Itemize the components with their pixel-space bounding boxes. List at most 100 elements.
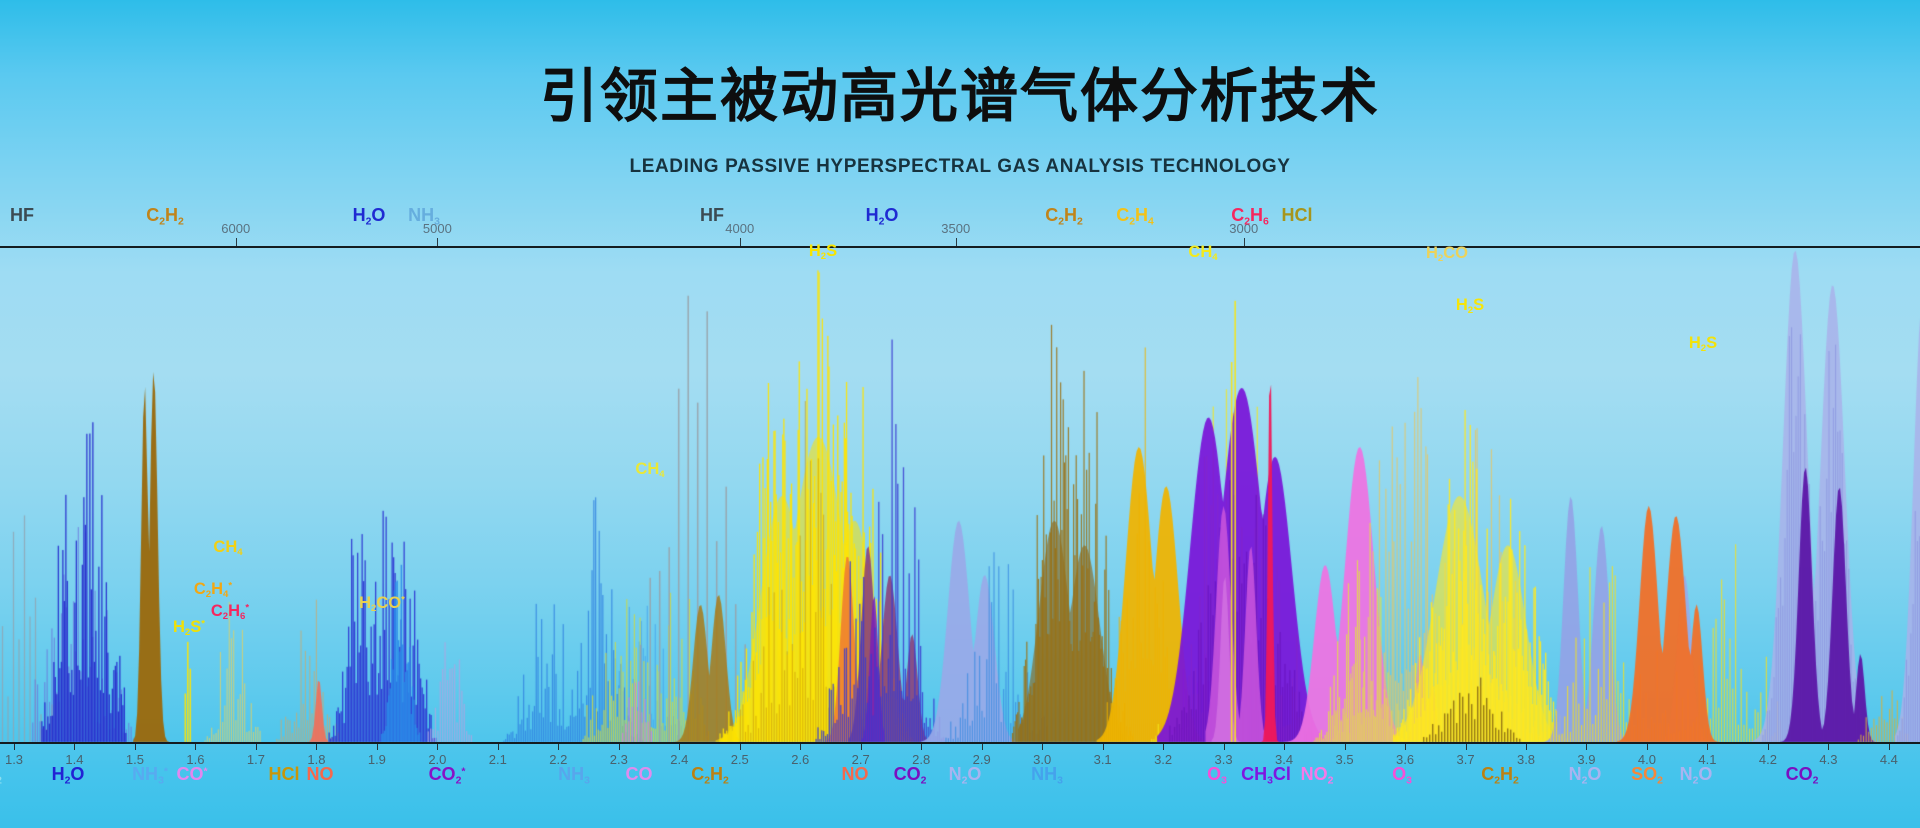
in-chart-gas-label: C2H6*: [210, 601, 250, 623]
top-gas-label: HF: [10, 205, 34, 225]
bottom-gas-label: CO: [625, 764, 653, 784]
bottom-axis-tick-label: 3.2: [1154, 752, 1173, 767]
bottom-axis-tick: [921, 744, 923, 750]
bottom-axis-tick-label: 1.9: [367, 752, 386, 767]
bottom-axis-tick: [1465, 744, 1467, 750]
bottom-axis-tick: [1526, 744, 1527, 750]
page-title: 引领主被动高光谱气体分析技术: [539, 64, 1380, 129]
top-axis: [0, 246, 1920, 248]
bottom-gas-label: NH3: [558, 764, 590, 787]
top-gas-label: HCl: [1281, 205, 1313, 225]
bottom-axis-tick: [255, 744, 257, 750]
bottom-gas-label: N2O: [948, 764, 982, 787]
in-chart-gas-label: H2CO*: [359, 593, 405, 615]
bottom-gas-label: N2O: [1568, 764, 1602, 787]
bottom-axis-tick-label: 1.7: [246, 752, 265, 767]
top-axis-tick-label: 3500: [941, 221, 971, 236]
bottom-axis-tick: [1888, 744, 1890, 750]
bottom-axis-tick-label: 4.4: [1879, 752, 1898, 767]
bottom-gas-label: SO2: [1631, 764, 1663, 787]
bottom-axis-tick: [1284, 744, 1286, 750]
in-chart-gas-label: CH4: [1188, 242, 1218, 264]
bottom-axis-tick: [800, 744, 802, 750]
bottom-axis-tick: [74, 744, 76, 750]
bottom-axis-tick-label: 2.4: [670, 752, 689, 767]
bottom-axis-tick: [14, 744, 15, 750]
bottom-axis-tick-label: 1.6: [186, 752, 205, 767]
bottom-axis-tick-label: 3.1: [1093, 752, 1112, 767]
bottom-axis-tick-label: 1.4: [65, 752, 84, 767]
bottom-gas-label: C2H2: [691, 764, 729, 787]
bottom-axis-tick: [1646, 744, 1648, 750]
bottom-axis-tick-label: 4.1: [1698, 752, 1717, 767]
bottom-axis-tick: [1163, 744, 1165, 750]
bottom-axis-tick-label: 3.3: [1214, 752, 1233, 767]
in-chart-gas-label: H2S: [1688, 333, 1718, 355]
top-axis-tick: [437, 238, 439, 246]
bottom-axis-tick-label: 2.6: [791, 752, 810, 767]
in-chart-gas-label: CH4: [635, 459, 665, 481]
in-chart-gas-label: H2S: [1455, 295, 1485, 317]
bottom-axis-tick-label: 4.0: [1637, 752, 1656, 767]
top-axis-tick-label: 6000: [221, 221, 251, 236]
bottom-axis-tick: [679, 744, 681, 750]
bottom-axis-tick-label: 4.3: [1819, 752, 1838, 767]
bottom-axis: [0, 742, 1920, 744]
bottom-axis-tick-label: 1.5: [125, 752, 144, 767]
bottom-axis-tick-label: 2.3: [609, 752, 628, 767]
top-gas-label: C2H2: [146, 205, 184, 228]
bottom-axis-tick: [981, 744, 983, 750]
bottom-gas-label: CH3Cl: [1241, 764, 1291, 787]
bottom-axis-tick-label: 2.8: [912, 752, 931, 767]
bottom-gas-label: NO2: [1300, 764, 1334, 787]
bottom-axis-tick: [1042, 744, 1044, 750]
top-gas-label: H2O: [865, 205, 899, 228]
top-gas-label: HF: [700, 205, 724, 225]
bottom-axis-tick-label: 2.9: [972, 752, 991, 767]
bottom-axis-tick: [1586, 744, 1588, 750]
top-axis-tick: [739, 238, 741, 246]
bottom-axis-tick-label: 3.6: [1395, 752, 1415, 767]
bottom-gas-label: CO2*: [428, 764, 466, 787]
top-gas-label: C2H2: [1045, 205, 1083, 228]
bottom-gas-label: H2O: [51, 764, 85, 787]
bottom-gas-label: N2O: [1679, 764, 1713, 787]
bottom-gas-label: CO2: [1785, 764, 1819, 787]
in-chart-gas-label: H2CO: [1426, 243, 1468, 265]
bottom-axis-tick-label: 2.2: [549, 752, 568, 767]
bottom-axis-tick: [1344, 744, 1346, 750]
bottom-axis-tick: [739, 744, 741, 750]
bottom-axis-tick: [1405, 744, 1407, 750]
bottom-gas-label: NO: [306, 764, 334, 784]
top-gas-label: C2H6: [1231, 205, 1269, 228]
bottom-gas-label: NH3*: [132, 764, 168, 787]
bottom-axis-tick-label: 4.2: [1758, 752, 1777, 767]
bottom-axis-tick-label: 1.3: [4, 752, 24, 767]
bottom-axis-tick-label: 3.0: [1033, 752, 1052, 767]
bottom-axis-tick-label: 2.5: [730, 752, 749, 767]
bottom-axis-tick-label: 2.7: [851, 752, 870, 767]
bottom-axis-tick-label: 3.8: [1516, 752, 1536, 767]
bottom-gas-label: C2H2: [1481, 764, 1519, 787]
top-gas-label: NH3: [408, 205, 440, 228]
bottom-axis-tick: [1102, 744, 1104, 750]
bottom-axis-tick: [1767, 744, 1769, 750]
in-chart-gas-label: H2S: [808, 241, 838, 263]
bottom-gas-label: O2: [0, 764, 2, 787]
bottom-axis-tick: [1707, 744, 1709, 750]
bottom-axis-tick-label: 2.0: [428, 752, 447, 767]
bottom-gas-label: CO2: [893, 764, 927, 787]
top-axis-tick-label: 4000: [725, 221, 755, 236]
bottom-axis-tick: [316, 744, 318, 750]
bottom-axis-tick: [195, 744, 197, 750]
bottom-axis-tick-label: 3.9: [1577, 752, 1596, 767]
bottom-gas-label: CO*: [176, 764, 208, 784]
bottom-gas-label: O3: [1392, 764, 1412, 787]
bottom-axis-tick-label: 2.1: [488, 752, 507, 767]
top-axis-tick: [1243, 238, 1245, 246]
top-axis-tick: [955, 238, 957, 246]
top-axis-tick: [235, 238, 237, 246]
bottom-gas-label: HCl: [268, 764, 300, 784]
